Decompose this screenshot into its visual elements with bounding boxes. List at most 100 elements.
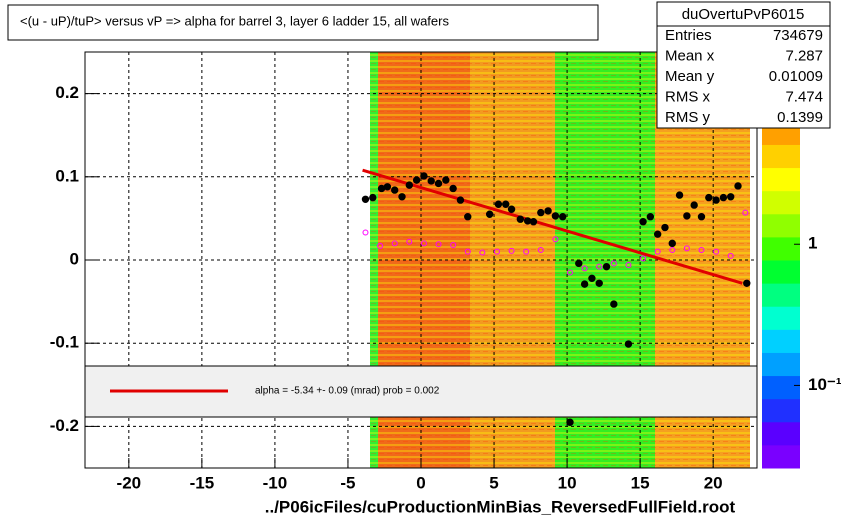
data-point [588, 274, 596, 283]
data-point [690, 201, 698, 209]
data-point [449, 184, 457, 193]
palette-cell [762, 421, 800, 446]
x-tick-label: 10 [558, 473, 577, 492]
stats-box [656, 1, 831, 129]
data-point [427, 177, 435, 185]
data-point [734, 182, 742, 190]
data-point [625, 261, 632, 268]
data-point [493, 248, 500, 255]
data-point [559, 213, 567, 221]
data-point [485, 210, 494, 218]
data-point [383, 183, 392, 191]
data-point [508, 247, 515, 254]
data-point [683, 245, 690, 252]
data-point [502, 200, 510, 208]
data-point [727, 193, 735, 201]
data-point [581, 265, 588, 272]
chart-title: <(u - uP)/tuP> versus vP => alpha for ba… [20, 13, 449, 28]
data-point [675, 191, 684, 199]
z-tick-label: 10⁻¹ [808, 375, 842, 394]
data-point [456, 196, 465, 204]
data-point [602, 262, 611, 271]
stats-label: RMS y [665, 109, 711, 126]
x-tick-label: 15 [631, 473, 650, 492]
data-point [391, 240, 398, 247]
data-point [566, 418, 574, 426]
data-point [552, 236, 559, 243]
palette-cell [762, 329, 800, 353]
stats-label: Mean x [665, 47, 715, 64]
palette-cell [762, 306, 800, 330]
data-point [653, 230, 662, 238]
data-point [743, 279, 751, 287]
data-point [516, 215, 525, 223]
data-point [551, 212, 560, 220]
palette-cell [762, 190, 800, 215]
palette-cell [762, 260, 800, 284]
x-tick-label: 0 [416, 473, 425, 492]
data-point [434, 179, 443, 188]
data-point [668, 239, 676, 248]
y-tick-label: -0.2 [50, 416, 79, 435]
stats-label: Mean y [665, 68, 715, 85]
data-point [719, 193, 728, 202]
data-point [595, 279, 603, 287]
y-tick-label: -0.1 [50, 333, 79, 352]
data-point [494, 200, 503, 208]
stats-value: 7.287 [785, 47, 823, 64]
data-point [537, 208, 545, 217]
data-point [369, 193, 377, 202]
data-point [698, 247, 705, 254]
data-point [697, 213, 706, 221]
palette-cell [762, 375, 800, 400]
title-box [7, 4, 599, 41]
stats-label: RMS x [665, 88, 711, 105]
data-point [610, 300, 618, 308]
data-point [537, 247, 544, 254]
data-point [361, 195, 370, 203]
x-tick-label: 5 [489, 473, 498, 492]
data-point [575, 259, 583, 268]
x-tick-label: 20 [704, 473, 723, 492]
data-point [420, 240, 427, 247]
data-point [507, 205, 516, 213]
legend-text: alpha = -5.34 +- 0.09 (mrad) prob = 0.00… [255, 386, 440, 397]
data-point [661, 223, 669, 232]
data-point [398, 193, 406, 201]
data-point [405, 181, 414, 189]
palette-cell [762, 167, 800, 192]
stats-value: 0.1399 [777, 109, 823, 126]
x-axis-label: ../P06icFiles/cuProductionMinBias_Revers… [265, 497, 736, 516]
stats-value: 7.474 [785, 88, 823, 105]
data-point [727, 252, 734, 259]
data-point [742, 209, 749, 216]
stats-title: duOvertuPvP6015 [682, 6, 805, 23]
data-point [435, 241, 442, 248]
y-tick-label: 0.2 [55, 83, 79, 102]
palette-cell [762, 144, 800, 169]
data-point [523, 248, 530, 255]
data-point [712, 196, 720, 204]
data-point [669, 247, 676, 254]
data-point [362, 229, 369, 236]
data-point [646, 213, 655, 221]
data-point [406, 238, 413, 245]
data-point [479, 249, 486, 256]
palette-cell [762, 398, 800, 423]
data-point [420, 172, 428, 180]
data-point [464, 213, 472, 221]
data-point [639, 218, 647, 226]
data-point [529, 218, 538, 226]
data-point [412, 176, 421, 184]
data-point [596, 263, 603, 270]
data-point [377, 242, 384, 249]
palette-cell [762, 213, 800, 238]
data-point [705, 193, 713, 202]
palette-cell [762, 444, 800, 469]
stats-value: 734679 [773, 27, 823, 44]
x-tick-label: -15 [190, 473, 215, 492]
palette-cell [762, 236, 800, 261]
palette-cell [762, 283, 800, 307]
data-point [683, 212, 691, 220]
